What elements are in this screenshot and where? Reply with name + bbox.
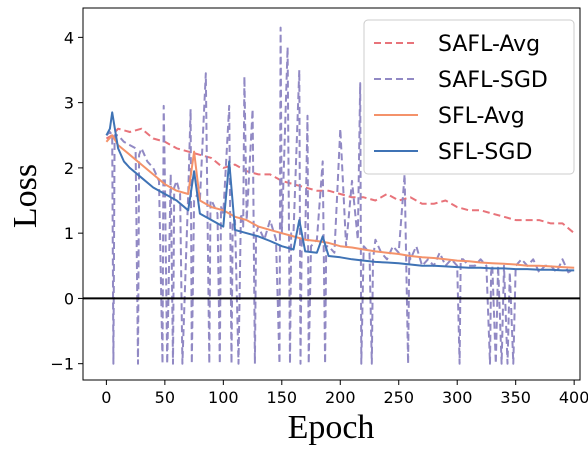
- y-tick-label: 4: [64, 28, 74, 47]
- x-tick-label: 100: [208, 388, 239, 407]
- y-axis-title: Loss: [7, 164, 44, 228]
- series-line-sfl-sgd: [105, 111, 575, 272]
- x-tick-label: 300: [442, 388, 473, 407]
- y-tick-label: −1: [50, 355, 74, 374]
- series-line-safl-avg: [105, 127, 575, 234]
- legend-box: [363, 19, 575, 175]
- legend-label-sfl-sgd: SFL-SGD: [438, 140, 532, 165]
- y-tick-label: 1: [64, 224, 74, 243]
- plot-frame: [82, 7, 581, 381]
- x-tick-label: 400: [559, 388, 588, 407]
- x-tick-label: 150: [267, 388, 298, 407]
- x-tick-label: 200: [325, 388, 356, 407]
- legend: SAFL-Avg SAFL-SGD SFL-Avg SFL-SGD: [363, 19, 575, 175]
- y-tick-label: 3: [64, 94, 74, 113]
- legend-label-safl-sgd: SAFL-SGD: [438, 68, 548, 93]
- axis-ticks: 0 50 100 150 200 250 300 350 400 −1 0 1 2 3 4: [50, 28, 588, 407]
- series-group: [105, 26, 575, 365]
- x-tick-label: 350: [500, 388, 531, 407]
- x-tick-label: 50: [155, 388, 175, 407]
- x-axis-title: Epoch: [288, 409, 375, 446]
- y-tick-label: 0: [64, 289, 74, 308]
- x-tick-label: 0: [101, 388, 111, 407]
- y-tick-label: 2: [64, 159, 74, 178]
- series-line-sfl-avg: [105, 134, 575, 269]
- legend-label-sfl-avg: SFL-Avg: [438, 104, 525, 129]
- series-line-safl-sgd: [105, 26, 575, 365]
- legend-label-safl-avg: SAFL-Avg: [438, 32, 540, 57]
- x-tick-label: 250: [383, 388, 414, 407]
